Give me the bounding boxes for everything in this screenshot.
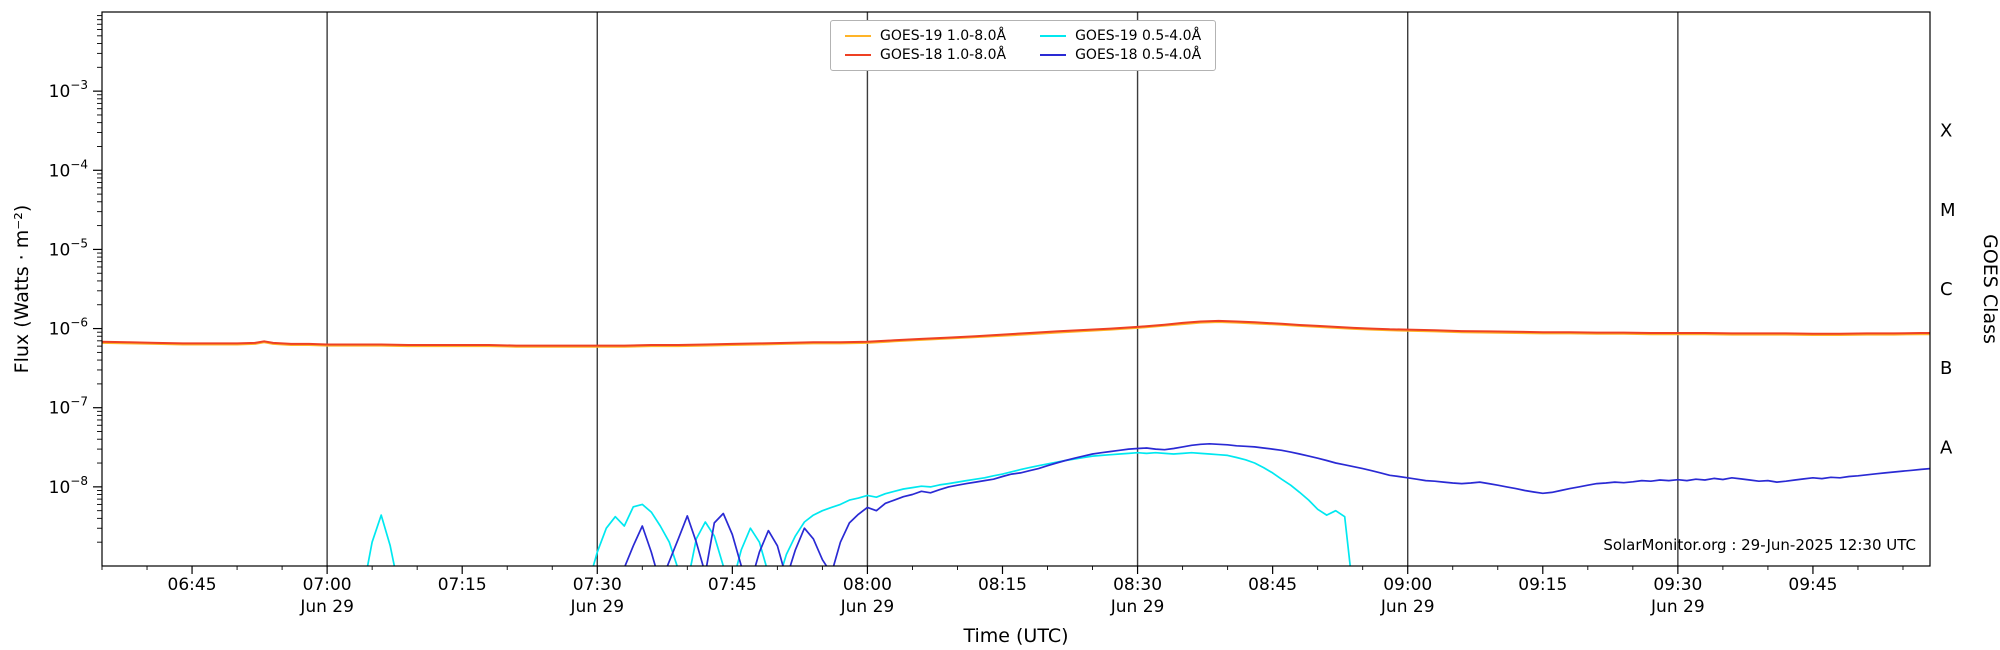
- legend-swatch: [845, 35, 871, 37]
- goes-class-label: M: [1940, 200, 1956, 221]
- x-tick-label: 09:15: [1518, 575, 1567, 595]
- x-tick-label: 06:45: [168, 575, 217, 595]
- legend-item-0: GOES-19 1.0-8.0Å: [845, 28, 1006, 44]
- legend-item-1: GOES-18 1.0-8.0Å: [845, 47, 1006, 63]
- x-tick-date-label: Jun 29: [840, 597, 895, 617]
- goes-class-label: C: [1940, 279, 1953, 300]
- legend-label: GOES-19 1.0-8.0Å: [880, 28, 1007, 44]
- y-tick-label: 10−3: [49, 78, 88, 102]
- watermark: SolarMonitor.org : 29-Jun-2025 12:30 UTC: [1603, 536, 1916, 554]
- y-tick-label: 10−6: [49, 316, 88, 340]
- goes-class-letters: X M C B A: [1940, 121, 1956, 459]
- legend-label: GOES-19 0.5-4.0Å: [1075, 28, 1202, 44]
- legend-label: GOES-18 1.0-8.0Å: [880, 47, 1007, 63]
- goes-class-label: B: [1940, 358, 1952, 379]
- legend-swatch: [1040, 54, 1067, 56]
- x-tick-date-label: Jun 29: [1380, 597, 1435, 617]
- plot-border: [101, 11, 1931, 567]
- x-tick-date-label: Jun 29: [1650, 597, 1705, 617]
- x-tick-date-label: Jun 29: [569, 597, 624, 617]
- right-axis-title: GOES Class: [1979, 234, 2000, 344]
- x-tick-label: 09:00: [1383, 575, 1432, 595]
- legend-item-3: GOES-18 0.5-4.0Å: [1040, 47, 1201, 63]
- y-axis-ticks: 10−3 10−4 10−5 10−6 10−7 10−8: [49, 15, 102, 543]
- x-axis-title: Time (UTC): [962, 625, 1068, 647]
- x-tick-label: 08:30: [1113, 575, 1162, 595]
- goes-class-label: X: [1940, 121, 1952, 142]
- series-line-1: [102, 319, 1930, 347]
- x-tick-label: 07:30: [573, 575, 622, 595]
- x-tick-label: 08:45: [1248, 575, 1297, 595]
- x-tick-label: 08:00: [843, 575, 892, 595]
- legend-label: GOES-18 0.5-4.0Å: [1075, 47, 1202, 63]
- legend: GOES-19 1.0-8.0Å GOES-18 1.0-8.0Å GOES-19 …: [830, 20, 1217, 71]
- x-tick-label: 09:30: [1653, 575, 1702, 595]
- x-tick-date-label: Jun 29: [1110, 597, 1165, 617]
- x-tick-label: 07:45: [708, 575, 757, 595]
- goes-class-label: A: [1940, 437, 1953, 458]
- legend-swatch: [1040, 35, 1067, 37]
- legend-swatch: [845, 54, 871, 56]
- x-tick-label: 07:00: [303, 575, 352, 595]
- y-tick-label: 10−5: [49, 236, 88, 260]
- y-axis-title: Flux (Watts · m⁻²): [11, 205, 33, 374]
- y-tick-label: 10−4: [49, 157, 88, 181]
- series-line-2: [366, 514, 396, 566]
- x-tick-label: 07:15: [438, 575, 487, 595]
- series-line-3: [624, 442, 1930, 566]
- gridlines: [326, 12, 1679, 566]
- x-tick-label: 08:15: [978, 575, 1027, 595]
- legend-item-2: GOES-19 0.5-4.0Å: [1040, 28, 1201, 44]
- series-line-2: [592, 451, 1352, 566]
- y-tick-label: 10−7: [49, 395, 88, 419]
- series-line-0: [102, 321, 1930, 348]
- series-lines: [102, 319, 1930, 566]
- x-tick-label: 09:45: [1788, 575, 1837, 595]
- y-tick-label: 10−8: [49, 474, 88, 498]
- x-tick-date-label: Jun 29: [299, 597, 354, 617]
